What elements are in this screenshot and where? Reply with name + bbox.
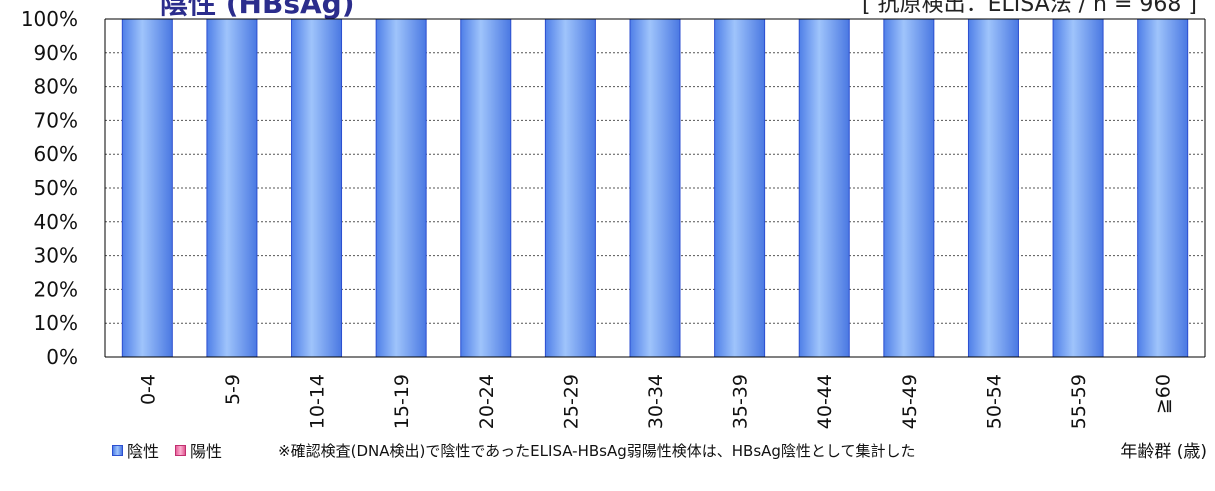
x-tick-label: 30-34: [645, 374, 667, 429]
y-tick-label: 70%: [34, 108, 78, 132]
y-tick-label: 10%: [34, 311, 78, 335]
legend-label-negative: 陰性: [127, 442, 160, 461]
y-tick-label: 0%: [46, 345, 78, 369]
bar-negative: [460, 18, 512, 358]
legend-swatch-negative: [112, 444, 123, 456]
bar-negative: [544, 18, 596, 358]
bar-negative: [121, 18, 173, 358]
bar-negative: [967, 18, 1019, 358]
bar-chart: 0% 10% 20% 30% 40% 50% 60% 70% 80% 90% 100% 0-4 5-9 1…: [21, 7, 1206, 429]
y-tick-label: 100%: [21, 7, 78, 31]
bar-negative: [798, 18, 850, 358]
footnote: ※確認検査(DNA検出)で陰性であったELISA-HBsAg弱陽性検体は、HBs…: [278, 441, 916, 460]
x-tick-label: ≧60: [1153, 374, 1175, 414]
x-tick-label: 25-29: [560, 374, 582, 429]
bar-negative: [1137, 18, 1189, 358]
bar-negative: [375, 18, 427, 358]
bar-negative: [206, 18, 258, 358]
bar-negative: [291, 18, 343, 358]
x-tick-label: 35-39: [730, 374, 752, 429]
y-tick-label: 50%: [34, 176, 78, 200]
chart-subtitle: [ 抗原検出：ELISA法 / n = 968 ]: [862, 0, 1197, 17]
legend-entry-negative: 陰性: [112, 438, 159, 462]
y-tick-label: 90%: [34, 41, 78, 65]
bar-negative: [1052, 18, 1104, 358]
x-tick-label: 50-54: [983, 374, 1005, 429]
y-tick-label: 30%: [34, 244, 78, 268]
legend: 陰性 陽性 ※確認検査(DNA検出)で陰性であったELISA-HBsAg弱陽性検…: [112, 438, 915, 462]
chart-title: 陰性 (HBsAg): [160, 0, 355, 20]
x-tick-label: 15-19: [391, 374, 413, 429]
bar-negative: [714, 18, 766, 358]
y-tick-label: 20%: [34, 277, 78, 301]
legend-swatch-positive: [175, 444, 187, 456]
x-tick-label: 45-49: [899, 374, 921, 429]
x-axis-label: 年齢群 (歳): [1120, 442, 1207, 462]
legend-label-positive: 陽性: [190, 442, 223, 461]
x-tick-label: 55-59: [1068, 374, 1090, 429]
x-tick-label: 40-44: [814, 374, 836, 429]
y-tick-label: 40%: [34, 210, 78, 234]
bar-negative: [883, 18, 935, 358]
y-tick-label: 60%: [34, 142, 78, 166]
x-tick-label: 10-14: [307, 374, 329, 429]
legend-entry-positive: 陽性: [175, 438, 222, 462]
y-tick-label: 80%: [34, 75, 78, 99]
x-tick-label: 0-4: [137, 374, 159, 405]
x-tick-label: 20-24: [476, 374, 498, 429]
bar-negative: [629, 18, 681, 358]
x-tick-label: 5-9: [222, 374, 244, 405]
